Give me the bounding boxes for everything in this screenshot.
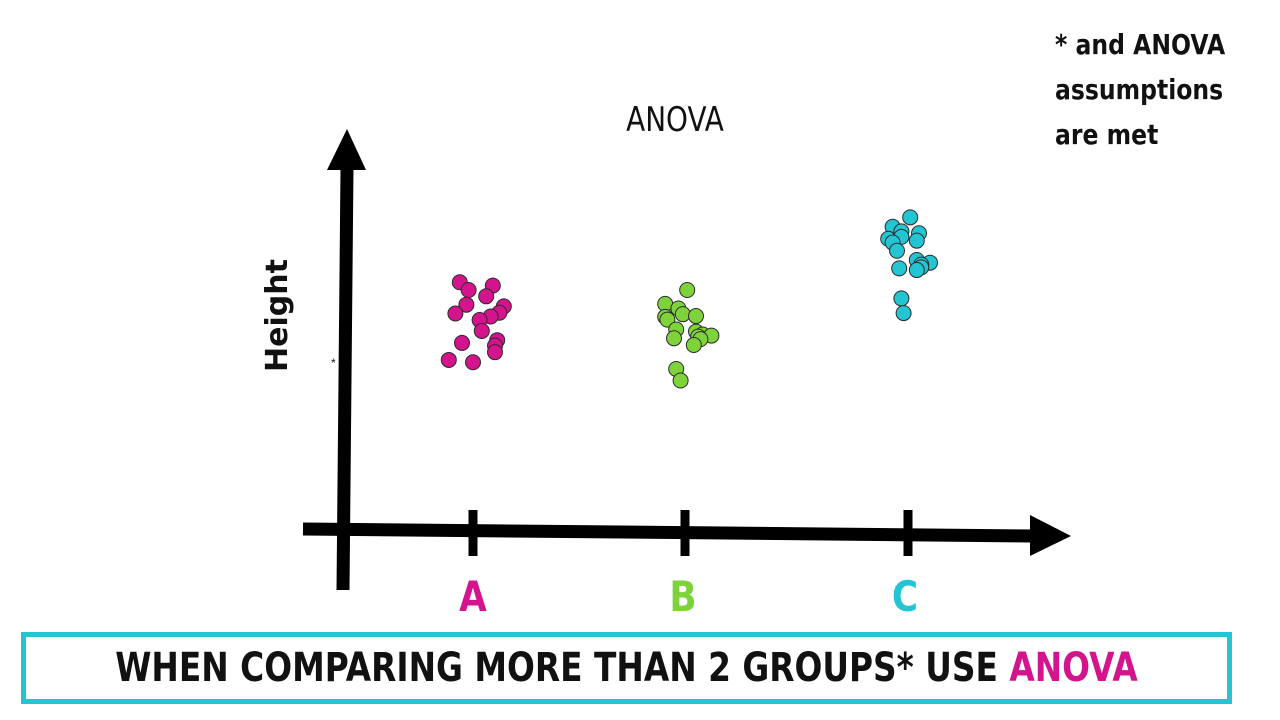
data-point-B-15 [685,337,702,354]
data-point-A-15 [487,344,503,361]
banner-text: WHEN COMPARING MORE THAN 2 GROUPS* USE A… [115,645,1137,691]
data-point-B-1 [679,282,696,299]
data-point-B-5 [688,308,704,325]
banner-accent-text: ANOVA [1009,645,1138,691]
data-point-A-11 [473,322,490,339]
data-point-A-5 [458,296,475,313]
x-tick-label-A: A [459,572,487,621]
assumption-note: * and ANOVA assumptions are met [1055,22,1240,157]
data-point-A-17 [465,354,481,371]
data-point-A-16 [440,351,457,368]
note-line-1: * and ANOVA [1055,28,1226,61]
banner-main-text: WHEN COMPARING MORE THAN 2 GROUPS* USE [115,645,1010,691]
data-point-A-3 [460,282,477,299]
y-axis-marker: * [331,356,336,370]
data-point-B-13 [666,330,682,347]
data-point-B-4 [674,306,691,323]
note-line-2: assumptions [1055,73,1224,106]
data-point-C-16 [893,290,910,307]
data-point-C-8 [908,232,925,249]
data-point-C-14 [891,260,908,277]
x-axis-arrowhead [1030,515,1071,556]
data-point-A-4 [478,288,495,305]
data-point-A-8 [447,305,464,322]
chart-title: ANOVA [626,100,724,140]
data-point-A-13 [454,334,470,351]
x-tick-label-B: B [669,572,697,621]
data-points [440,209,938,389]
data-point-C-9 [889,242,905,259]
y-axis-line [336,167,354,591]
data-point-C-1 [902,209,919,226]
y-axis-label: Height [260,259,295,372]
x-tick-label-C: C [891,572,919,621]
data-point-C-17 [895,305,912,322]
y-axis-arrowhead [327,129,366,170]
data-point-C-15 [908,262,925,279]
data-point-B-17 [672,372,689,389]
x-axis-line [302,522,1036,543]
note-line-3: are met [1055,118,1159,151]
summary-banner: WHEN COMPARING MORE THAN 2 GROUPS* USE A… [21,632,1232,704]
